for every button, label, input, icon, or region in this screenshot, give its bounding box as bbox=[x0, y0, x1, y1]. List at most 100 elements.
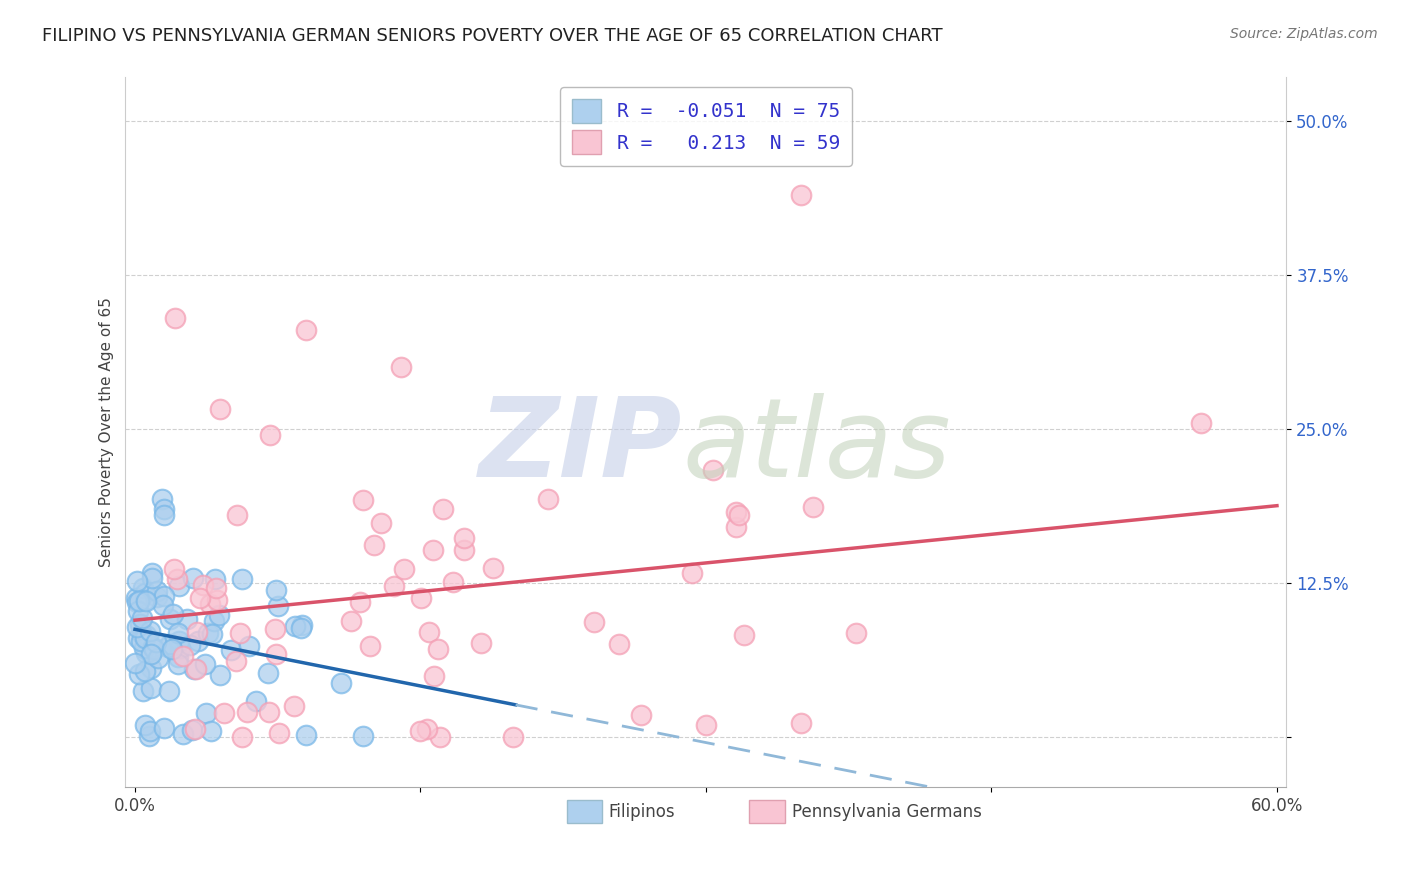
Point bbox=[160, 642, 183, 657]
Point bbox=[167, 626, 190, 640]
Point bbox=[183, 661, 205, 675]
Point bbox=[172, 649, 194, 664]
Point bbox=[166, 657, 188, 671]
Point bbox=[134, 586, 156, 600]
Point bbox=[197, 625, 219, 640]
Point bbox=[284, 619, 307, 633]
Point bbox=[291, 617, 314, 632]
Point bbox=[630, 707, 652, 722]
Point bbox=[163, 561, 186, 575]
Point bbox=[409, 724, 432, 739]
Point bbox=[128, 594, 150, 608]
Point bbox=[295, 323, 318, 337]
Point bbox=[427, 641, 450, 656]
Point bbox=[330, 676, 353, 690]
Text: FILIPINO VS PENNSYLVANIA GERMAN SENIORS POVERTY OVER THE AGE OF 65 CORRELATION C: FILIPINO VS PENNSYLVANIA GERMAN SENIORS … bbox=[42, 27, 943, 45]
Point bbox=[245, 694, 267, 708]
Point bbox=[391, 360, 413, 375]
Point bbox=[502, 731, 524, 745]
Point bbox=[142, 640, 165, 655]
Point bbox=[134, 631, 156, 645]
Point bbox=[152, 508, 174, 523]
Point bbox=[165, 311, 187, 326]
Point bbox=[135, 646, 157, 660]
Point bbox=[159, 612, 181, 626]
Point bbox=[238, 640, 260, 654]
Point bbox=[132, 641, 155, 656]
Point bbox=[125, 591, 148, 606]
Point bbox=[208, 668, 231, 682]
Point bbox=[695, 718, 717, 732]
Point bbox=[236, 706, 259, 720]
Point bbox=[176, 612, 198, 626]
Point bbox=[142, 641, 165, 656]
Point bbox=[418, 625, 440, 640]
Point bbox=[152, 599, 174, 613]
Point bbox=[582, 615, 605, 629]
Point bbox=[264, 647, 287, 661]
Point bbox=[134, 718, 156, 732]
Point bbox=[198, 597, 221, 611]
Point bbox=[212, 706, 235, 721]
Text: Source: ZipAtlas.com: Source: ZipAtlas.com bbox=[1230, 27, 1378, 41]
Point bbox=[219, 643, 242, 657]
Point bbox=[607, 637, 630, 651]
Point bbox=[135, 594, 157, 608]
Point bbox=[184, 722, 207, 736]
Point bbox=[257, 706, 280, 720]
Point bbox=[153, 590, 176, 604]
Point bbox=[432, 502, 454, 516]
Point bbox=[156, 640, 179, 654]
Point bbox=[724, 519, 747, 533]
Point bbox=[167, 650, 190, 665]
Point bbox=[145, 635, 167, 649]
Point bbox=[134, 593, 156, 607]
Point bbox=[790, 187, 813, 202]
Point bbox=[146, 590, 169, 604]
Point bbox=[733, 628, 755, 642]
Point bbox=[134, 664, 156, 678]
Point bbox=[141, 681, 163, 695]
Point bbox=[195, 706, 218, 721]
Point bbox=[349, 595, 371, 609]
Text: Filipinos: Filipinos bbox=[609, 803, 675, 821]
Point bbox=[352, 493, 374, 508]
Point bbox=[167, 579, 190, 593]
Point bbox=[162, 607, 184, 622]
Point bbox=[339, 614, 361, 628]
Point bbox=[681, 566, 703, 581]
Point bbox=[127, 620, 149, 634]
Point bbox=[157, 684, 180, 698]
Point bbox=[266, 582, 288, 597]
Point bbox=[422, 542, 444, 557]
Point bbox=[257, 665, 280, 680]
Point bbox=[125, 574, 148, 588]
Point bbox=[728, 508, 751, 522]
Point bbox=[482, 561, 505, 575]
Point bbox=[453, 543, 475, 558]
Point bbox=[141, 566, 163, 580]
Point bbox=[132, 581, 155, 595]
Point bbox=[259, 428, 281, 442]
Text: Pennsylvania Germans: Pennsylvania Germans bbox=[792, 803, 981, 821]
Point bbox=[200, 724, 222, 739]
Point bbox=[423, 668, 446, 682]
Point bbox=[132, 684, 155, 698]
Point bbox=[127, 632, 149, 646]
Point bbox=[231, 731, 253, 745]
Point bbox=[204, 572, 226, 586]
Point bbox=[702, 463, 724, 477]
Point bbox=[191, 577, 214, 591]
Point bbox=[283, 698, 305, 713]
Point bbox=[801, 500, 824, 514]
Point bbox=[470, 636, 492, 650]
Point bbox=[225, 508, 247, 523]
Point bbox=[128, 666, 150, 681]
Point bbox=[208, 607, 231, 622]
Point bbox=[536, 492, 558, 507]
Point bbox=[267, 599, 290, 613]
Point bbox=[148, 651, 170, 665]
Point bbox=[382, 579, 405, 593]
Text: ZIP: ZIP bbox=[479, 392, 683, 500]
Point bbox=[290, 621, 312, 635]
